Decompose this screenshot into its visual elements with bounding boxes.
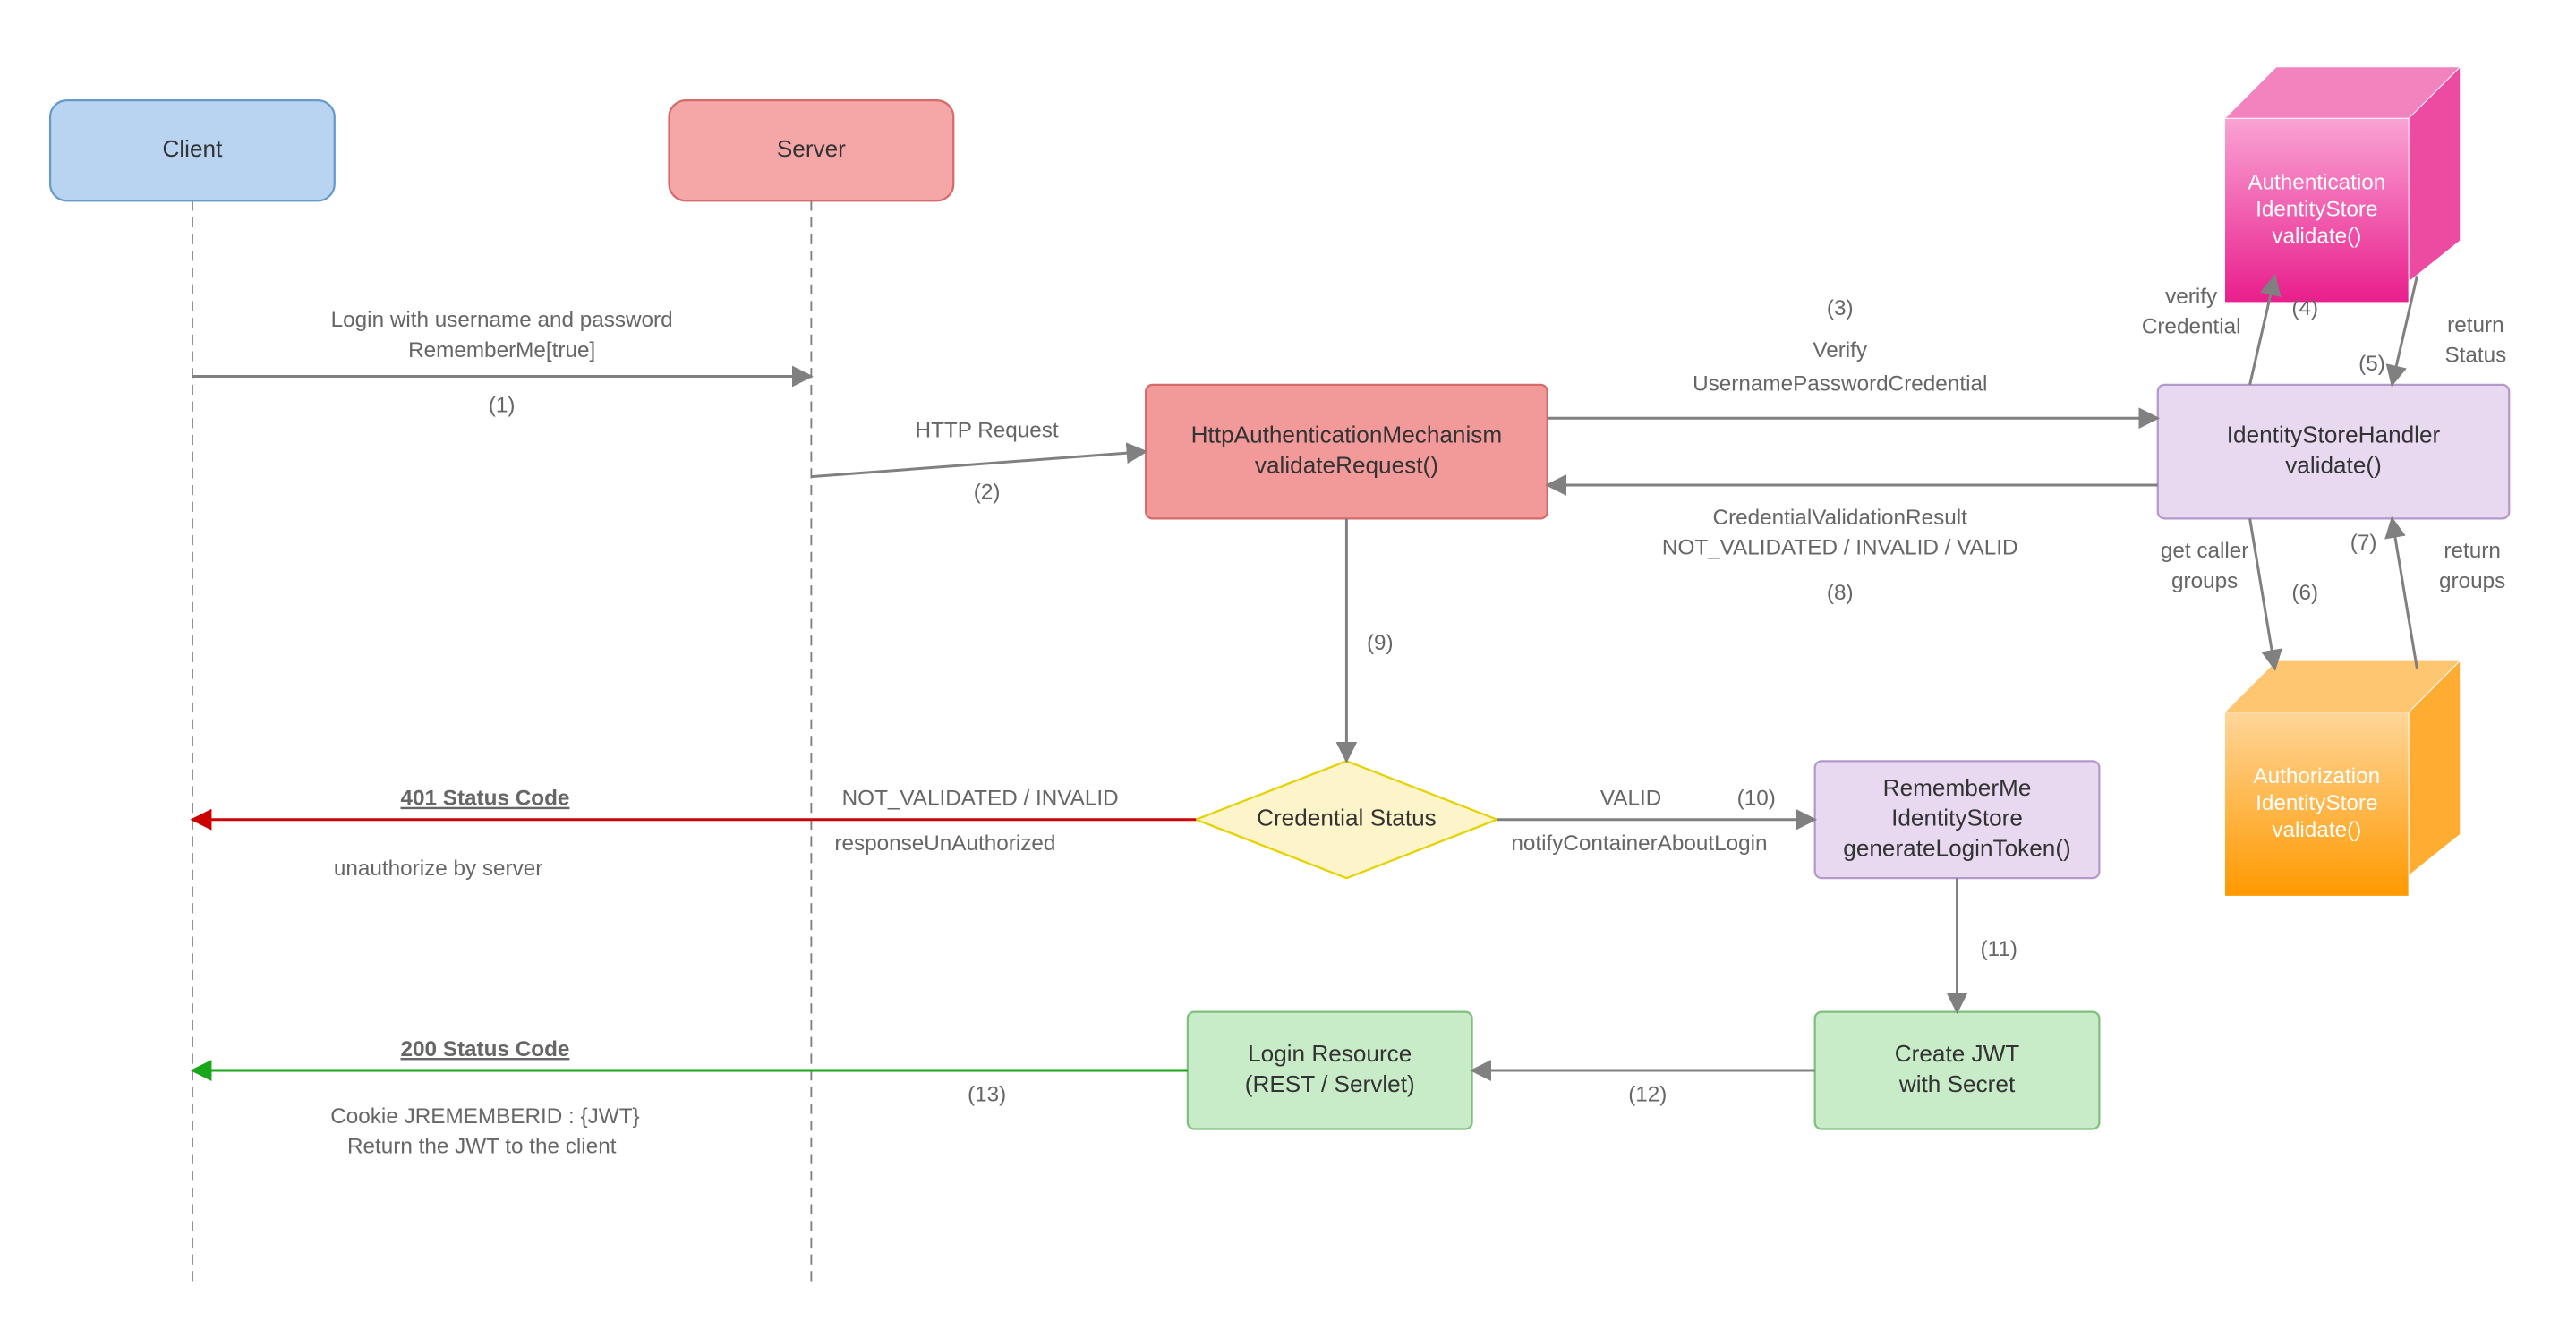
- svg-text:groups: groups: [2171, 569, 2238, 593]
- svg-text:VALID: VALID: [1600, 787, 1661, 811]
- svg-text:get caller: get caller: [2161, 539, 2249, 563]
- svg-text:with Secret: with Secret: [1898, 1070, 2016, 1097]
- svg-text:validate(): validate(): [2272, 224, 2361, 248]
- svg-text:(10): (10): [1737, 787, 1776, 811]
- svg-text:401 Status Code: 401 Status Code: [401, 787, 570, 811]
- edge-6: [2250, 518, 2275, 669]
- svg-text:CredentialValidationResult: CredentialValidationResult: [1713, 506, 1968, 530]
- svg-text:(REST / Servlet): (REST / Servlet): [1245, 1070, 1415, 1097]
- svg-text:(4): (4): [2291, 296, 2318, 320]
- svg-text:Client: Client: [162, 135, 223, 162]
- svg-text:Create JWT: Create JWT: [1895, 1040, 2020, 1067]
- edge-2: [811, 452, 1146, 477]
- svg-text:(13): (13): [968, 1083, 1006, 1107]
- svg-text:groups: groups: [2439, 569, 2505, 593]
- svg-text:(8): (8): [1827, 581, 1854, 605]
- svg-text:(12): (12): [1628, 1083, 1667, 1107]
- svg-text:validate(): validate(): [2285, 451, 2382, 478]
- authorization-identity-store-cube: Authorization IdentityStore validate(): [2225, 660, 2461, 896]
- svg-text:validateRequest(): validateRequest(): [1255, 451, 1438, 478]
- svg-text:Login Resource: Login Resource: [1248, 1040, 1412, 1067]
- svg-text:HTTP Request: HTTP Request: [916, 419, 1059, 443]
- svg-text:NOT_VALIDATED / INVALID: NOT_VALIDATED / INVALID: [842, 787, 1119, 811]
- svg-text:Cookie JREMEMBERID : {JWT}: Cookie JREMEMBERID : {JWT}: [330, 1104, 639, 1129]
- svg-text:(7): (7): [2350, 531, 2377, 555]
- svg-text:(11): (11): [1981, 937, 2017, 961]
- svg-text:responseUnAuthorized: responseUnAuthorized: [834, 831, 1055, 856]
- svg-text:Authentication: Authentication: [2248, 171, 2385, 195]
- svg-text:Login with username and passwo: Login with username and password: [331, 308, 673, 332]
- svg-text:(6): (6): [2291, 581, 2318, 605]
- svg-text:IdentityStore: IdentityStore: [2256, 198, 2377, 222]
- svg-text:IdentityStore: IdentityStore: [2256, 791, 2377, 815]
- svg-text:validate(): validate(): [2272, 818, 2361, 842]
- svg-text:(5): (5): [2358, 352, 2385, 376]
- svg-text:UsernamePasswordCredential: UsernamePasswordCredential: [1693, 371, 1987, 396]
- svg-text:return: return: [2447, 313, 2503, 337]
- svg-text:Return the JWT to the client: Return the JWT to the client: [347, 1134, 617, 1158]
- svg-text:RememberMe: RememberMe: [1883, 774, 2032, 801]
- svg-text:return: return: [2444, 539, 2500, 563]
- svg-text:IdentityStoreHandler: IdentityStoreHandler: [2227, 422, 2441, 448]
- svg-text:IdentityStore: IdentityStore: [1891, 805, 2023, 831]
- svg-text:(9): (9): [1367, 631, 1394, 655]
- svg-text:Credential: Credential: [2142, 315, 2241, 339]
- svg-text:(2): (2): [974, 481, 1001, 505]
- svg-text:NOT_VALIDATED / INVALID / VALI: NOT_VALIDATED / INVALID / VALID: [1662, 535, 2018, 559]
- svg-text:RememberMe[true]: RememberMe[true]: [408, 338, 595, 362]
- svg-text:(1): (1): [489, 394, 516, 418]
- svg-text:Credential Status: Credential Status: [1257, 805, 1437, 831]
- svg-text:Status: Status: [2444, 343, 2506, 367]
- sequence-diagram: Client Server HttpAuthenticationMechanism v…: [0, 0, 2576, 1338]
- svg-text:HttpAuthenticationMechanism: HttpAuthenticationMechanism: [1191, 422, 1502, 448]
- svg-text:generateLoginToken(): generateLoginToken(): [1843, 834, 2070, 861]
- svg-text:verify: verify: [2165, 285, 2218, 309]
- authentication-identity-store-cube: Authentication IdentityStorevalidate(): [2225, 67, 2461, 303]
- svg-text:(3): (3): [1827, 296, 1854, 320]
- edge-7: [2392, 518, 2417, 669]
- svg-text:200 Status Code: 200 Status Code: [401, 1037, 570, 1061]
- svg-text:notifyContainerAboutLogin: notifyContainerAboutLogin: [1511, 831, 1767, 856]
- svg-text:Authorization: Authorization: [2253, 764, 2380, 788]
- svg-text:Verify: Verify: [1813, 338, 1868, 362]
- svg-text:unauthorize by server: unauthorize by server: [334, 856, 542, 881]
- svg-text:Server: Server: [777, 135, 846, 162]
